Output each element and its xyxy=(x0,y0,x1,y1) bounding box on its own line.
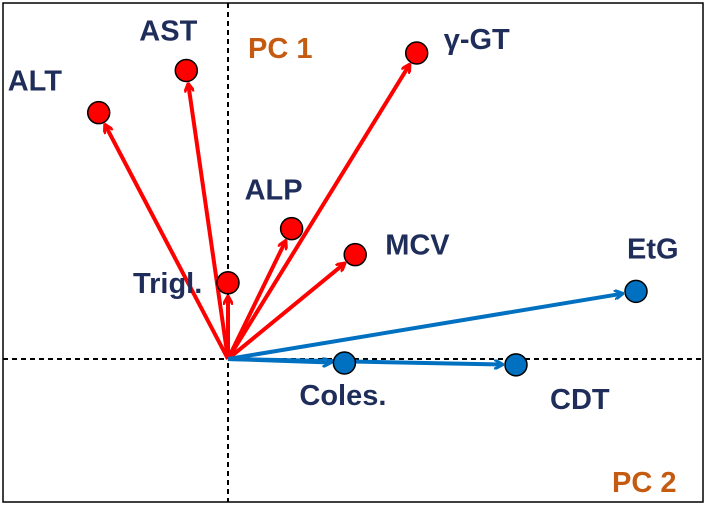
vector-point xyxy=(174,58,199,83)
vector-point xyxy=(404,41,429,65)
pc1-axis-label: PC 1 xyxy=(248,33,312,65)
vector-label: γ-GT xyxy=(444,24,510,56)
vector-label: CDT xyxy=(550,384,610,416)
vector-arrow xyxy=(226,241,285,360)
vector-arrow xyxy=(227,294,622,361)
vector-layer: ALT AST γ-GT ALP MCV Trigl. EtG Coles. CDT xyxy=(8,15,679,415)
vector-arrow xyxy=(226,65,409,361)
vector-label: EtG xyxy=(627,233,679,265)
vector-arrow xyxy=(105,125,230,360)
vector-point xyxy=(343,242,367,267)
vector-label: Coles. xyxy=(299,380,386,412)
vector-point xyxy=(86,100,111,125)
vector-point xyxy=(332,351,357,375)
vector-arrow xyxy=(188,84,230,360)
vector-point xyxy=(624,279,648,304)
vector-arrow xyxy=(227,357,502,365)
vector-label: ALT xyxy=(8,66,63,98)
vector-point xyxy=(216,271,240,295)
vector-point xyxy=(504,353,528,377)
vector-point xyxy=(279,216,304,241)
pc2-axis-label: PC 2 xyxy=(612,467,676,499)
vector-label: ALP xyxy=(245,175,303,207)
vector-arrow xyxy=(226,264,344,361)
vector-label: MCV xyxy=(385,230,450,262)
vector-label: Trigl. xyxy=(133,268,202,300)
vector-label: AST xyxy=(139,15,197,47)
